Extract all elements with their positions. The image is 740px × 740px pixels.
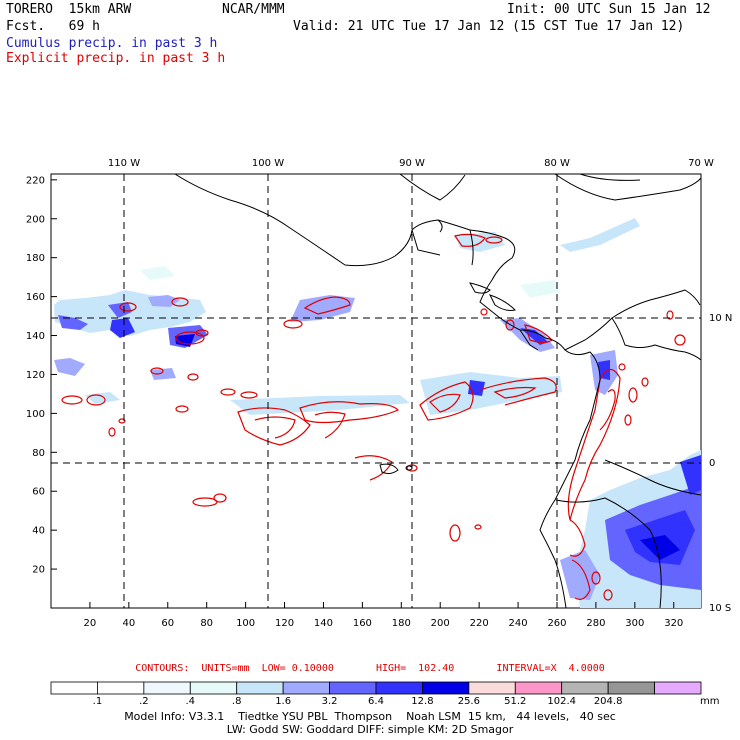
model-title: TORERO 15km ARW	[6, 2, 132, 17]
y-tick-label: 220	[26, 175, 45, 186]
y-tick-label: 80	[32, 448, 45, 459]
colorbar-label: 204.8	[593, 696, 623, 707]
x-tick-label: 320	[664, 618, 683, 629]
y-tick-label: 120	[26, 370, 45, 381]
latitude-labels: 10 N 0 10 S	[709, 313, 732, 614]
colorbar-label: 1.6	[275, 696, 292, 707]
cumulus-precip-label: Cumulus precip. in past 3 h	[6, 36, 218, 51]
lon-label-90w: 90 W	[399, 158, 425, 169]
colorbar-unit: mm	[700, 696, 720, 707]
colorbar-label: 25.6	[457, 696, 480, 707]
x-tick-label: 80	[200, 618, 213, 629]
colorbar	[50, 681, 702, 695]
x-tick-label: 280	[586, 618, 605, 629]
latlon-grid	[51, 174, 701, 608]
lon-label-100w: 100 W	[252, 158, 284, 169]
model-info-line1: Model Info: V3.3.1 Tiedtke YSU PBL Thomp…	[124, 710, 616, 723]
colorbar-label: 12.8	[411, 696, 434, 707]
colorbar-swatch	[561, 681, 609, 695]
explicit-precip-layer	[61, 233, 686, 601]
forecast-hour: Fcst. 69 h	[6, 19, 100, 34]
y-tick-label: 20	[32, 565, 45, 576]
contour-info: CONTOURS: UNITS=mm LOW= 0.10000 HIGH= 10…	[135, 663, 605, 674]
lon-label-110w: 110 W	[108, 158, 140, 169]
colorbar-swatch	[654, 681, 702, 695]
x-tick-label: 160	[353, 618, 372, 629]
valid-time: Valid: 21 UTC Tue 17 Jan 12 (15 CST Tue …	[293, 19, 685, 34]
x-tick-label: 140	[314, 618, 333, 629]
colorbar-swatch	[189, 681, 238, 695]
x-tick-label: 60	[161, 618, 174, 629]
colorbar-label: 51.2	[504, 696, 527, 707]
organization-label: NCAR/MMM	[222, 2, 285, 17]
x-tick-label: 120	[275, 618, 294, 629]
y-tick-label: 160	[26, 292, 45, 303]
init-time: Init: 00 UTC Sun 15 Jan 12	[507, 2, 711, 17]
colorbar-swatch	[422, 681, 470, 695]
y-tick-label: 40	[32, 526, 45, 537]
colorbar-swatch	[236, 681, 284, 695]
x-tick-label: 40	[122, 618, 135, 629]
cumulus-precip-layer	[54, 218, 701, 608]
colorbar-swatch	[468, 681, 516, 695]
lat-label-10n: 10 N	[709, 313, 732, 324]
colorbar-swatch	[50, 681, 98, 695]
x-tick-label: 220	[470, 618, 489, 629]
colorbar-swatch	[143, 681, 191, 695]
x-tick-label: 260	[547, 618, 566, 629]
colorbar-swatch	[329, 681, 377, 695]
x-axis: 20 40 60 80 100 120 140 160 180 200 220 240 260 280 30…	[84, 602, 683, 629]
model-info-line2: LW: Godd SW: Goddard DIFF: simple KM: 2D…	[226, 723, 514, 736]
colorbar-label: .4	[185, 696, 196, 707]
colorbar-label: .1	[92, 696, 103, 707]
x-tick-label: 180	[392, 618, 411, 629]
x-tick-label: 240	[509, 618, 528, 629]
x-tick-label: 300	[625, 618, 644, 629]
lon-label-70w: 70 W	[688, 158, 714, 169]
lat-label-10s: 10 S	[709, 603, 731, 614]
colorbar-swatch	[375, 681, 423, 695]
y-tick-label: 200	[26, 214, 45, 225]
x-tick-label: 200	[431, 618, 450, 629]
y-axis: 220 200 180 160 140 120 100 80 60 40 20	[26, 175, 57, 576]
x-tick-label: 100	[236, 618, 255, 629]
lon-label-80w: 80 W	[544, 158, 570, 169]
y-tick-label: 60	[32, 487, 45, 498]
x-tick-label: 20	[84, 618, 97, 629]
colorbar-swatch	[97, 681, 145, 695]
colorbar-swatch	[607, 681, 655, 695]
colorbar-label: .2	[139, 696, 149, 707]
lat-label-0: 0	[709, 458, 715, 469]
explicit-precip-label: Explicit precip. in past 3 h	[6, 51, 226, 66]
coastlines	[174, 174, 701, 608]
y-tick-label: 140	[26, 331, 45, 342]
longitude-labels: 110 W 100 W 90 W 80 W 70 W	[108, 158, 714, 169]
colorbar-label: 3.2	[321, 696, 338, 707]
colorbar-swatch	[514, 681, 563, 695]
y-tick-label: 100	[26, 409, 45, 420]
colorbar-label: 102.4	[547, 696, 577, 707]
colorbar-swatch	[282, 681, 330, 695]
colorbar-label: .8	[231, 696, 242, 707]
y-tick-label: 180	[26, 253, 45, 264]
colorbar-label: 6.4	[368, 696, 384, 707]
